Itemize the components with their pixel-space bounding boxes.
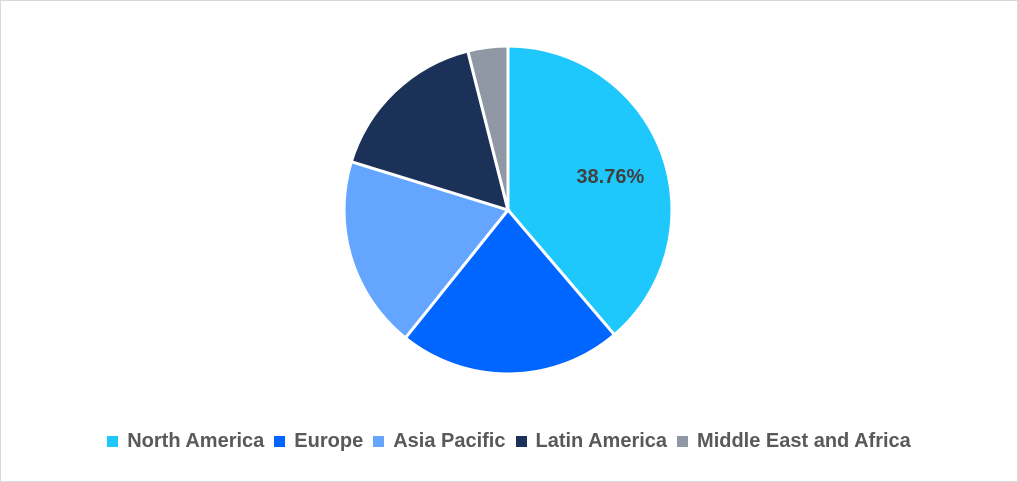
- legend-item: Asia Pacific: [373, 430, 506, 453]
- pie-slice-north-america: [506, 44, 674, 337]
- legend-swatch: [515, 436, 527, 447]
- pie-slice-middle-east-and-africa: [465, 44, 510, 211]
- legend-swatch: [274, 436, 286, 447]
- legend-label: North America: [127, 430, 265, 452]
- legend-item: North America: [107, 430, 264, 453]
- legend-label: Asia Pacific: [393, 430, 506, 452]
- legend-swatch: [107, 436, 119, 447]
- legend-swatch: [373, 436, 385, 447]
- legend: North America Europe Asia Pacific Latin Ame…: [0, 430, 1018, 453]
- legend-item: Latin America: [515, 430, 668, 453]
- legend-item: Middle East and Africa: [677, 430, 911, 453]
- pie-slice-latin-america: [349, 49, 511, 213]
- legend-label: Europe: [294, 430, 364, 452]
- legend-item: Europe: [274, 430, 363, 453]
- legend-label: Latin America: [535, 430, 668, 452]
- pie-slice-europe: [403, 207, 617, 376]
- data-label: 38.76%: [576, 166, 644, 188]
- legend-swatch: [677, 436, 689, 447]
- legend-label: Middle East and Africa: [697, 430, 911, 452]
- pie-slice-asia-pacific: [342, 159, 511, 341]
